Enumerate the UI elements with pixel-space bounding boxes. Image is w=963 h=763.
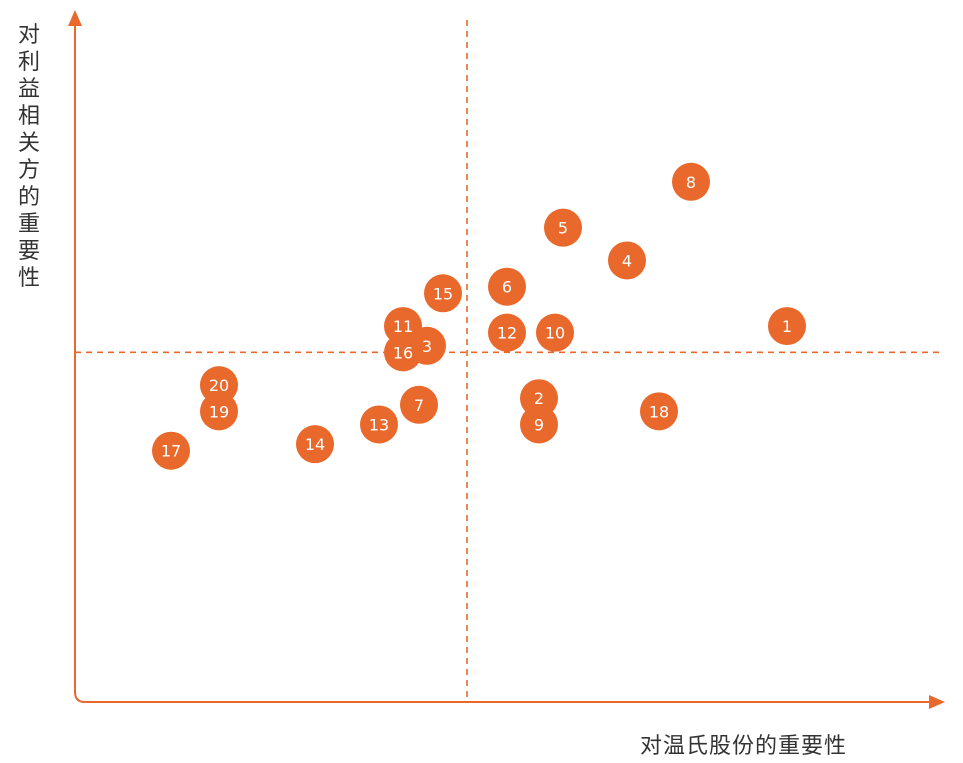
data-point: 20 — [200, 366, 238, 405]
point-marker — [520, 379, 558, 418]
point-marker — [488, 267, 526, 306]
data-point: 10 — [536, 313, 574, 352]
y-axis-arrow — [68, 10, 82, 26]
point-marker — [608, 241, 646, 280]
data-point: 11 — [384, 307, 422, 346]
point-label: 4 — [622, 251, 632, 270]
point-marker — [384, 333, 422, 372]
axis-lines — [74, 24, 931, 703]
point-marker — [400, 385, 438, 424]
point-label: 11 — [393, 317, 413, 336]
threshold-lines — [75, 20, 942, 702]
point-label: 8 — [686, 173, 696, 192]
point-label: 16 — [393, 343, 413, 362]
point-label: 18 — [649, 402, 669, 421]
data-point: 5 — [544, 208, 582, 247]
point-label: 2 — [534, 389, 544, 408]
point-marker — [152, 431, 190, 470]
point-marker — [384, 307, 422, 346]
axes — [68, 10, 945, 709]
point-label: 17 — [161, 442, 181, 461]
point-label: 12 — [497, 324, 517, 343]
point-marker — [360, 405, 398, 444]
point-label: 15 — [433, 284, 453, 303]
point-label: 3 — [422, 337, 432, 356]
data-point: 7 — [400, 385, 438, 424]
point-marker — [200, 366, 238, 405]
point-marker — [296, 425, 334, 464]
data-point: 15 — [424, 274, 462, 313]
data-point: 9 — [520, 405, 558, 444]
data-point: 19 — [200, 392, 238, 431]
point-label: 14 — [305, 435, 325, 454]
point-label: 9 — [534, 415, 544, 434]
point-marker — [544, 208, 582, 247]
point-marker — [640, 392, 678, 431]
point-label: 19 — [209, 402, 229, 421]
x-axis-label: 对温氏股份的重要性 — [640, 734, 848, 759]
point-marker — [768, 307, 806, 346]
point-label: 13 — [369, 415, 389, 434]
point-label: 5 — [558, 219, 568, 238]
data-point: 18 — [640, 392, 678, 431]
data-point: 17 — [152, 431, 190, 470]
point-marker — [536, 313, 574, 352]
point-label: 20 — [209, 376, 229, 395]
data-point: 14 — [296, 425, 334, 464]
point-label: 6 — [502, 278, 512, 297]
data-point: 2 — [520, 379, 558, 418]
point-marker — [672, 162, 710, 201]
data-point: 12 — [488, 313, 526, 352]
point-marker — [424, 274, 462, 313]
point-marker — [488, 313, 526, 352]
point-label: 7 — [414, 396, 424, 415]
point-marker — [200, 392, 238, 431]
point-marker — [520, 405, 558, 444]
data-point: 4 — [608, 241, 646, 280]
data-point: 1 — [768, 307, 806, 346]
y-axis-label: 对利益相关方的重要性 — [17, 23, 40, 291]
data-point: 6 — [488, 267, 526, 306]
x-axis-arrow — [929, 695, 945, 709]
data-point: 8 — [672, 162, 710, 201]
data-point: 16 — [384, 333, 422, 372]
point-label: 10 — [545, 324, 565, 343]
point-label: 1 — [782, 317, 792, 336]
data-point: 13 — [360, 405, 398, 444]
